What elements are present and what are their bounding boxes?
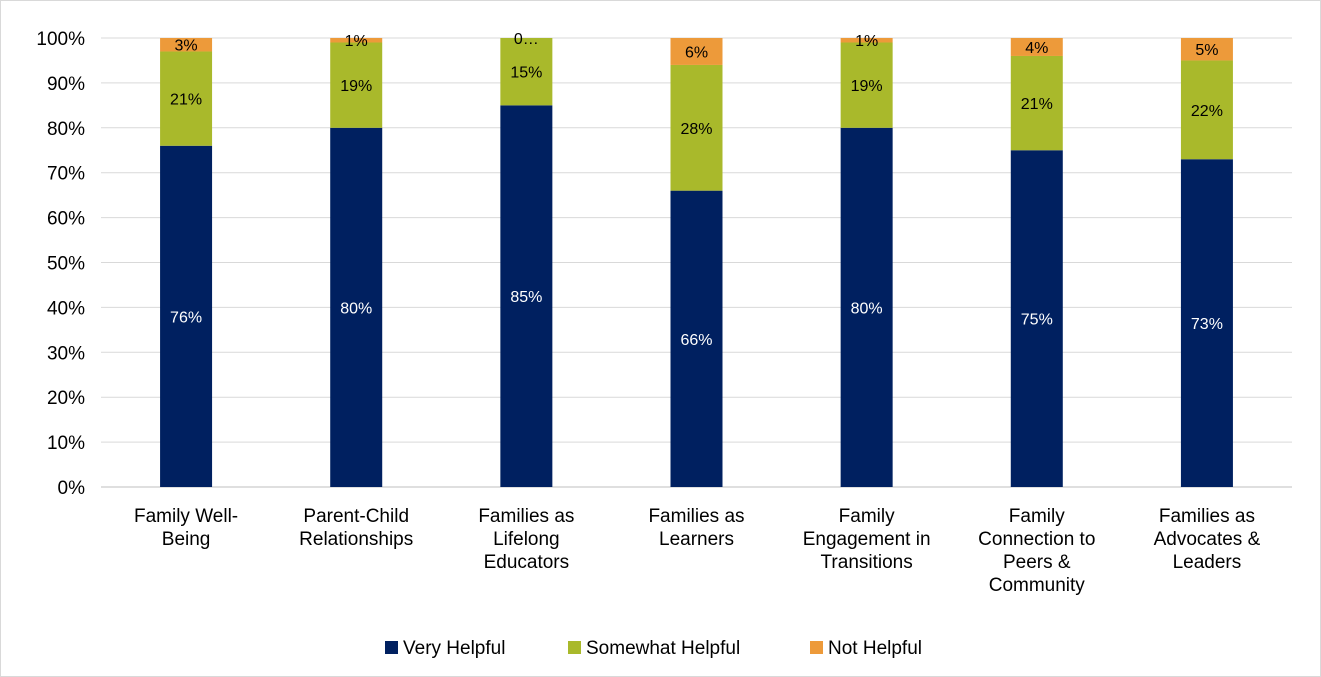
data-label: 19% [340, 78, 372, 95]
bar-segment-very-helpful [670, 190, 723, 487]
y-tick-label: 40% [47, 298, 85, 319]
legend-swatch [385, 641, 398, 654]
y-tick-label: 100% [36, 29, 85, 50]
bar-segment-somewhat-helpful [160, 51, 213, 146]
y-tick-label: 80% [47, 119, 85, 140]
data-label: 85% [510, 289, 542, 306]
bar-segment-very-helpful [500, 105, 553, 487]
x-category-label: Families as Lifelong Educators [478, 506, 574, 573]
bar-segment-somewhat-helpful [330, 42, 383, 128]
bar-segment-very-helpful [840, 127, 893, 488]
data-label: 28% [680, 121, 712, 138]
legend-swatch [568, 641, 581, 654]
y-tick-label: 30% [47, 343, 85, 364]
x-axis-category-labels: Family Well-Being Parent-Child Relationshi… [134, 506, 1261, 596]
y-tick-label: 70% [47, 164, 85, 185]
x-category-label: Family Connection to Peers & Community [978, 506, 1095, 596]
legend: Very Helpful Somewhat Helpful Not Helpful [385, 638, 922, 659]
data-label: 76% [170, 309, 202, 326]
data-label: 75% [1021, 312, 1053, 329]
bar-segment-not-helpful [670, 38, 723, 65]
data-label: 4% [1025, 40, 1048, 57]
bar-segment-somewhat-helpful [840, 42, 893, 128]
bar-segment-very-helpful [330, 127, 383, 488]
x-category-label: Parent-Child Relationships [299, 506, 413, 550]
data-label: 0… [514, 31, 539, 48]
bar-segment-very-helpful [1180, 159, 1233, 488]
data-label: 1% [855, 33, 878, 50]
data-label: 66% [680, 332, 712, 349]
legend-label: Very Helpful [403, 638, 505, 659]
bar-segment-somewhat-helpful [1180, 60, 1233, 160]
data-label: 19% [851, 78, 883, 95]
data-label: 21% [170, 92, 202, 109]
legend-label: Somewhat Helpful [586, 638, 740, 659]
bar-segment-very-helpful [160, 145, 213, 487]
data-label: 15% [510, 65, 542, 82]
data-label: 22% [1191, 103, 1223, 120]
x-category-label: Families as Advocates & Leaders [1154, 506, 1261, 573]
bar-segment-not-helpful [840, 38, 893, 43]
bar-segment-somewhat-helpful [1010, 55, 1063, 151]
bar-segment-not-helpful [330, 38, 383, 43]
legend-swatch [810, 641, 823, 654]
data-label: 80% [340, 300, 372, 317]
bar-segment-not-helpful [1180, 38, 1233, 61]
x-category-label: Families as Learners [648, 506, 744, 550]
bar-segment-very-helpful [1010, 150, 1063, 487]
data-labels: 76% 21% 3% 80% 19% 1% 85% 15% 0… 66% 28% 6% 80% 19% 1%… [170, 31, 1223, 349]
bar-segment-not-helpful [1010, 38, 1063, 56]
bars [160, 38, 1233, 488]
bar-segment-somewhat-helpful [670, 64, 723, 191]
y-tick-label: 0% [58, 478, 86, 499]
x-category-label: Family Engagement in Transitions [803, 506, 931, 573]
data-label: 80% [851, 300, 883, 317]
data-label: 6% [685, 44, 708, 61]
y-tick-label: 90% [47, 74, 85, 95]
data-label: 5% [1195, 42, 1218, 59]
x-category-label: Family Well-Being [134, 506, 238, 550]
data-label: 3% [175, 38, 198, 55]
y-tick-label: 50% [47, 254, 85, 275]
bar-segment-somewhat-helpful [500, 38, 553, 106]
y-tick-label: 20% [47, 388, 85, 409]
data-label: 21% [1021, 96, 1053, 113]
legend-label: Not Helpful [828, 638, 922, 659]
y-axis-tick-labels: 0% 10% 20% 30% 40% 50% 60% 70% 80% 90% 100% [36, 29, 85, 499]
bar-segment-not-helpful [160, 38, 213, 52]
y-tick-label: 10% [47, 433, 85, 454]
data-label: 73% [1191, 316, 1223, 333]
data-label: 1% [345, 33, 368, 50]
y-tick-label: 60% [47, 209, 85, 230]
